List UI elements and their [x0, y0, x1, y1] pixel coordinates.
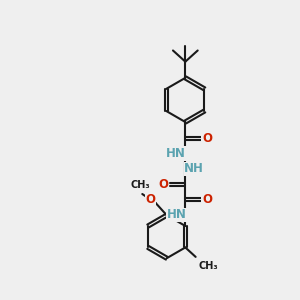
Text: HN: HN [167, 208, 186, 221]
Text: HN: HN [166, 147, 186, 160]
Text: O: O [202, 193, 212, 206]
Text: CH₃: CH₃ [131, 180, 151, 190]
Text: CH₃: CH₃ [199, 261, 218, 271]
Text: NH: NH [184, 162, 204, 175]
Text: O: O [202, 132, 212, 145]
Text: O: O [145, 194, 155, 206]
Text: O: O [158, 178, 169, 191]
